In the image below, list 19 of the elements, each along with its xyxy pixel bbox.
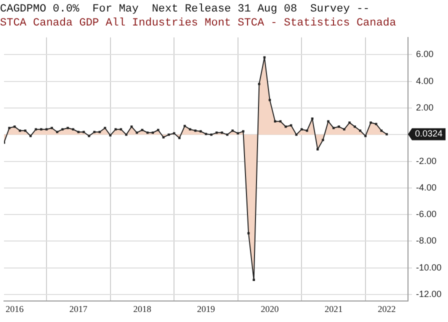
chart-title: CAGDPMO 0.0% For May Next Release 31 Aug 08 Survey -- bbox=[0, 4, 370, 16]
x-tick-label: 2016 bbox=[6, 304, 24, 314]
y-tick-label: 6.00 bbox=[416, 49, 434, 60]
text: 0.0324 bbox=[415, 128, 443, 139]
x-tick-label: 2020 bbox=[260, 304, 280, 314]
x-tick-label: 2018 bbox=[133, 304, 152, 314]
y-tick-label: 2.00 bbox=[416, 102, 434, 112]
y-tick-label: 4.00 bbox=[416, 76, 434, 86]
x-tick-label: 2022 bbox=[378, 304, 396, 314]
chart-subtitle: STCA Canada GDP All Industries Mont STCA - Statistics Canada bbox=[0, 18, 396, 30]
y-tick-label: -8.00 bbox=[416, 236, 437, 246]
y-tick-label: -2.00 bbox=[416, 156, 437, 166]
y-tick-label: -4.00 bbox=[416, 182, 437, 192]
y-tick-label: -6.00 bbox=[416, 209, 437, 220]
y-tick-label: -12.00 bbox=[416, 289, 442, 300]
x-tick-label: 2021 bbox=[324, 304, 343, 314]
x-tick-label: 2019 bbox=[197, 304, 216, 314]
x-tick-label: 2017 bbox=[69, 304, 88, 314]
y-tick-label: -10.00 bbox=[416, 262, 442, 272]
